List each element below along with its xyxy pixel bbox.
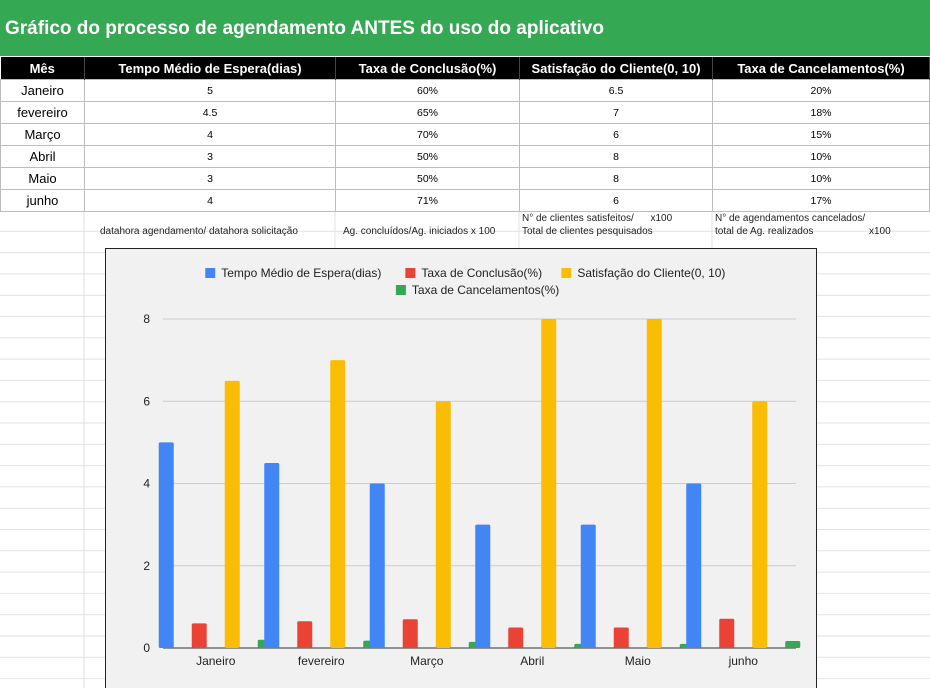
- cell-satisfacao[interactable]: 7: [519, 101, 713, 124]
- bar[interactable]: [475, 524, 491, 648]
- note-satisfacao-line2[interactable]: Total de clientes pesquisados: [522, 226, 653, 237]
- cell-conclusao[interactable]: 65%: [335, 101, 520, 124]
- legend-swatch: [395, 285, 406, 295]
- bar[interactable]: [580, 524, 596, 648]
- sheet-title-bar: Gráfico do processo de agendamento ANTES…: [0, 0, 930, 56]
- sheet-title: Gráfico do processo de agendamento ANTES…: [5, 18, 604, 39]
- cell-satisfacao[interactable]: 6: [519, 123, 713, 146]
- cell-conclusao[interactable]: 50%: [335, 145, 520, 168]
- note-espera[interactable]: datahora agendamento/ datahora solicitaç…: [100, 226, 298, 237]
- legend-swatch: [561, 268, 572, 278]
- cell-month[interactable]: fevereiro: [0, 101, 85, 124]
- legend-swatch: [205, 268, 216, 278]
- legend-swatch: [405, 268, 416, 278]
- cell-cancelamentos[interactable]: 20%: [712, 79, 930, 102]
- table-row: Maio 3 50% 8 10%: [0, 167, 930, 190]
- bar[interactable]: [752, 401, 768, 648]
- data-table: Mês Tempo Médio de Espera(dias) Taxa de …: [0, 57, 930, 212]
- bar[interactable]: [158, 442, 174, 648]
- cell-month[interactable]: Maio: [0, 167, 85, 190]
- bar[interactable]: [224, 380, 240, 648]
- note-conclusao[interactable]: Ag. concluídos/Ag. iniciados x 100: [343, 226, 496, 237]
- x-tick-label: Março: [410, 654, 444, 668]
- table-row: Abril 3 50% 8 10%: [0, 145, 930, 168]
- cell-cancelamentos[interactable]: 10%: [712, 145, 930, 168]
- bar[interactable]: [191, 623, 207, 648]
- table-row: Março 4 70% 6 15%: [0, 123, 930, 146]
- x-tick-label: Abril: [520, 654, 544, 668]
- cell-tempo[interactable]: 4: [84, 123, 336, 146]
- cell-conclusao[interactable]: 70%: [335, 123, 520, 146]
- y-tick-label: 2: [143, 559, 150, 573]
- cell-cancelamentos[interactable]: 17%: [712, 189, 930, 212]
- legend-label: Taxa de Cancelamentos(%): [412, 283, 559, 297]
- cell-tempo[interactable]: 3: [84, 145, 336, 168]
- x-tick-label: Maio: [625, 654, 651, 668]
- cell-cancelamentos[interactable]: 18%: [712, 101, 930, 124]
- bar[interactable]: [646, 319, 662, 648]
- embedded-chart[interactable]: 0 2 4 6 8 Tempo Médio de Espera(dias) Taxa de …: [105, 248, 817, 688]
- bar[interactable]: [785, 641, 801, 648]
- cell-month[interactable]: Abril: [0, 145, 85, 168]
- note-satisfacao-line1[interactable]: N° de clientes satisfeitos/ x100: [522, 213, 673, 224]
- x-tick-label: junho: [728, 654, 759, 668]
- bar[interactable]: [435, 401, 451, 648]
- cell-tempo[interactable]: 3: [84, 167, 336, 190]
- x-tick-label: fevereiro: [298, 654, 345, 668]
- y-tick-label: 8: [143, 312, 150, 326]
- header-cell-taxa-conclusao[interactable]: Taxa de Conclusão(%): [335, 57, 520, 80]
- cell-month[interactable]: junho: [0, 189, 85, 212]
- y-tick-label: 0: [143, 641, 150, 655]
- cell-conclusao[interactable]: 50%: [335, 167, 520, 190]
- legend-label: Tempo Médio de Espera(dias): [221, 266, 381, 280]
- cell-tempo[interactable]: 5: [84, 79, 336, 102]
- cell-satisfacao[interactable]: 8: [519, 145, 713, 168]
- bar[interactable]: [508, 627, 524, 648]
- bar[interactable]: [264, 462, 280, 648]
- bar[interactable]: [402, 619, 418, 648]
- cell-conclusao[interactable]: 60%: [335, 79, 520, 102]
- cell-satisfacao[interactable]: 8: [519, 167, 713, 190]
- cell-tempo[interactable]: 4.5: [84, 101, 336, 124]
- x-tick-label: Janeiro: [196, 654, 236, 668]
- header-cell-mes[interactable]: Mês: [0, 57, 85, 80]
- cell-cancelamentos[interactable]: 15%: [712, 123, 930, 146]
- bar[interactable]: [613, 627, 629, 648]
- bar[interactable]: [369, 483, 385, 649]
- cell-month[interactable]: Janeiro: [0, 79, 85, 102]
- bar[interactable]: [297, 621, 313, 648]
- table-row: junho 4 71% 6 17%: [0, 189, 930, 212]
- cell-satisfacao[interactable]: 6.5: [519, 79, 713, 102]
- y-tick-label: 6: [143, 394, 150, 408]
- legend-label: Satisfação do Cliente(0, 10): [577, 266, 725, 280]
- header-cell-tempo-espera[interactable]: Tempo Médio de Espera(dias): [84, 57, 336, 80]
- header-cell-taxa-cancelamentos[interactable]: Taxa de Cancelamentos(%): [712, 57, 930, 80]
- legend-label: Taxa de Conclusão(%): [421, 266, 542, 280]
- header-row: Mês Tempo Médio de Espera(dias) Taxa de …: [0, 57, 930, 80]
- bar[interactable]: [686, 483, 702, 649]
- bar[interactable]: [719, 618, 735, 648]
- table-row: Janeiro 5 60% 6.5 20%: [0, 79, 930, 102]
- note-cancel-line1[interactable]: N° de agendamentos cancelados/: [715, 213, 866, 224]
- bar[interactable]: [330, 360, 346, 648]
- cell-satisfacao[interactable]: 6: [519, 189, 713, 212]
- y-tick-label: 4: [143, 477, 150, 491]
- header-cell-satisfacao[interactable]: Satisfação do Cliente(0, 10): [519, 57, 713, 80]
- cell-conclusao[interactable]: 71%: [335, 189, 520, 212]
- table-row: fevereiro 4.5 65% 7 18%: [0, 101, 930, 124]
- bar-chart: 0 2 4 6 8 Tempo Médio de Espera(dias) Taxa de …: [143, 266, 801, 668]
- cell-cancelamentos[interactable]: 10%: [712, 167, 930, 190]
- cell-month[interactable]: Março: [0, 123, 85, 146]
- note-cancel-line2[interactable]: total de Ag. realizados x100: [715, 226, 891, 237]
- cell-tempo[interactable]: 4: [84, 189, 336, 212]
- bar[interactable]: [541, 319, 557, 648]
